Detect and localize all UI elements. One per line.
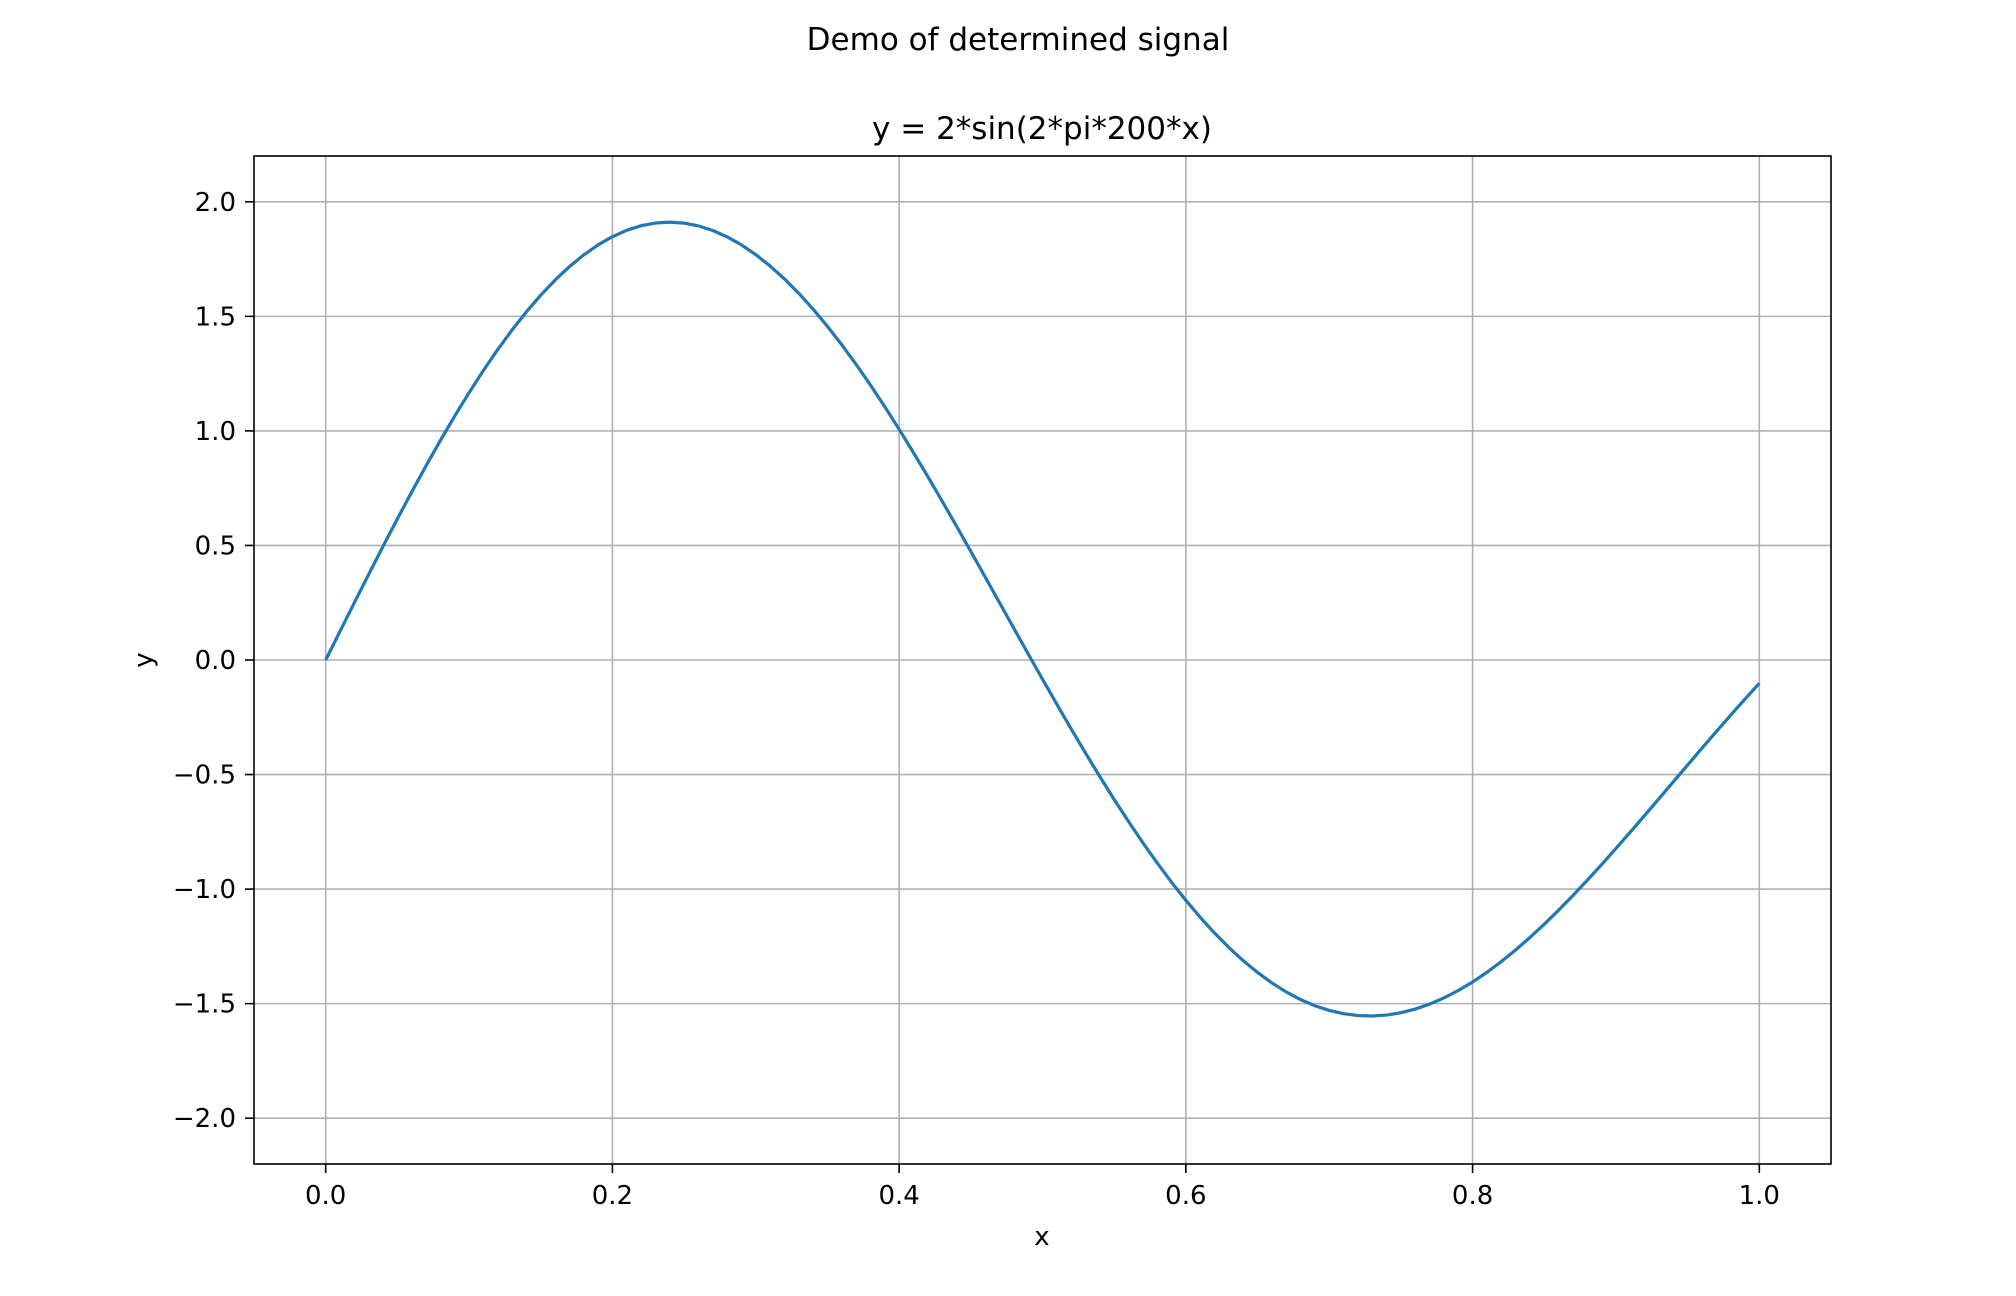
y-tick-label: 1.0	[195, 417, 236, 447]
axis-ticks: 0.0 0.2 0.4 0.6 0.8 1.0 −2.0 −1.5 −1.0 −0.5 0.0 0.5…	[173, 188, 1780, 1211]
y-tick-label: 1.5	[195, 302, 236, 332]
y-tick-label: 0.5	[195, 531, 236, 561]
x-tick-label: 0.4	[878, 1181, 919, 1211]
grid	[254, 156, 1831, 1164]
y-tick-label: 2.0	[195, 188, 236, 218]
x-axis-label: x	[1034, 1222, 1049, 1252]
x-tick-label: 1.0	[1739, 1181, 1780, 1211]
y-axis-label: y	[129, 652, 159, 667]
y-tick-label: −0.5	[173, 761, 236, 791]
figure-suptitle: Demo of determined signal	[807, 22, 1230, 58]
x-tick-label: 0.8	[1452, 1181, 1493, 1211]
x-tick-label: 0.6	[1165, 1181, 1206, 1211]
series-layer	[324, 220, 1761, 1018]
plot-frame	[253, 155, 1832, 1165]
x-tick-label: 0.2	[592, 1181, 633, 1211]
y-tick-label: −1.0	[173, 875, 236, 905]
x-tick-label: 0.0	[305, 1181, 346, 1211]
y-tick-label: −1.5	[173, 990, 236, 1020]
chart-title: y = 2*sin(2*pi*200*x)	[872, 111, 1212, 147]
y-tick-label: −2.0	[173, 1104, 236, 1134]
y-tick-label: 0.0	[195, 646, 236, 676]
